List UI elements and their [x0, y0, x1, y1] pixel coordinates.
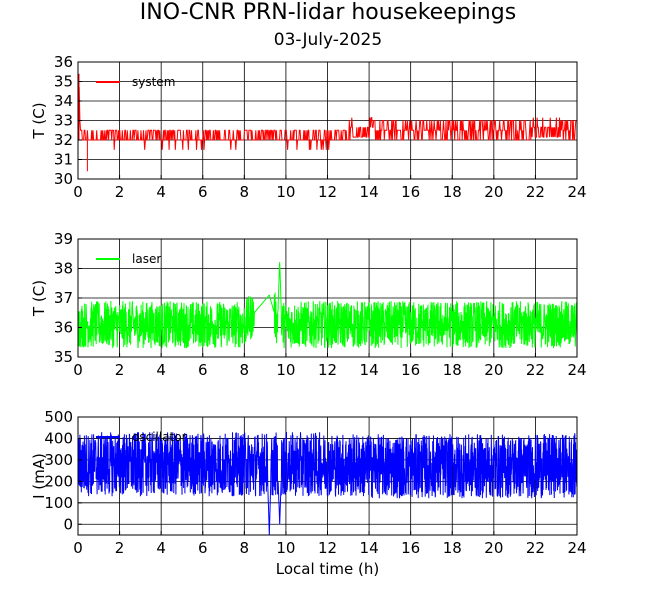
laser-ytick-label: 37	[54, 289, 73, 307]
system-ytick-label: 33	[54, 112, 73, 130]
diode-xtick-label: 8	[240, 539, 250, 557]
laser-xtick-label: 16	[401, 361, 420, 379]
diode-xtick-label: 0	[73, 539, 83, 557]
laser-xtick-label: 12	[318, 361, 337, 379]
system-line	[78, 73, 577, 172]
laser-xtick-label: 8	[240, 361, 250, 379]
laser-xtick-label: 10	[276, 361, 295, 379]
diode-xtick-label: 6	[198, 539, 208, 557]
system-xtick-label: 20	[484, 183, 503, 201]
system-ytick-label: 35	[54, 73, 73, 91]
diode-xtick-label: 22	[526, 539, 545, 557]
diode-xtick-label: 2	[115, 539, 125, 557]
laser-legend-label: laser	[132, 252, 161, 266]
laser-xtick-label: 14	[360, 361, 379, 379]
system-ytick-label: 31	[54, 151, 73, 169]
laser-xtick-label: 6	[198, 361, 208, 379]
oscillator-legend: oscillator	[96, 430, 187, 444]
system-ylabel: T (C)	[30, 102, 48, 139]
laser-series	[78, 262, 577, 349]
diode-ytick-label: 0	[63, 515, 73, 533]
system-ytick-label: 32	[54, 131, 73, 149]
diode-xtick-label: 16	[401, 539, 420, 557]
system-xtick-label: 8	[240, 183, 250, 201]
figure-subtitle: 03-July-2025	[274, 30, 382, 50]
laser-ytick-label: 36	[54, 319, 73, 337]
system-xtick-label: 18	[443, 183, 462, 201]
system-ytick-label: 36	[54, 53, 73, 71]
system-legend: system	[96, 75, 175, 89]
diode-xtick-label: 14	[360, 539, 379, 557]
oscillator-legend-label: oscillator	[132, 430, 187, 444]
laser-xtick-label: 2	[115, 361, 125, 379]
system-xtick-label: 14	[360, 183, 379, 201]
oscillator-series	[78, 431, 577, 535]
diode-xtick-label: 10	[276, 539, 295, 557]
diode-ytick-label: 100	[44, 494, 73, 512]
diode-ytick-label: 200	[44, 472, 73, 490]
laser-line	[78, 262, 577, 349]
diode-xtick-label: 12	[318, 539, 337, 557]
laser-ytick-label: 38	[54, 260, 73, 278]
diode-ytick-label: 500	[44, 408, 73, 426]
laser-xtick-label: 24	[567, 361, 586, 379]
system-xtick-label: 2	[115, 183, 125, 201]
laser-xtick-label: 18	[443, 361, 462, 379]
diode-xtick-label: 24	[567, 539, 586, 557]
laser-legend: laser	[96, 252, 161, 266]
diode-ytick-label: 300	[44, 451, 73, 469]
figure-title: INO-CNR PRN-lidar housekeepings	[140, 0, 516, 25]
system-xtick-label: 6	[198, 183, 208, 201]
system-xtick-label: 24	[567, 183, 586, 201]
diode-xtick-label: 18	[443, 539, 462, 557]
system-series	[78, 73, 577, 172]
diode-xlabel: Local time (h)	[276, 560, 380, 578]
system-xtick-label: 0	[73, 183, 83, 201]
system-ytick-label: 30	[54, 170, 73, 188]
oscillator-line	[78, 431, 577, 535]
laser-ytick-label: 35	[54, 348, 73, 366]
system-xtick-label: 10	[276, 183, 295, 201]
system-legend-label: system	[132, 75, 175, 89]
system-xtick-label: 12	[318, 183, 337, 201]
laser-xtick-label: 22	[526, 361, 545, 379]
system-xtick-label: 16	[401, 183, 420, 201]
diode-xtick-label: 20	[484, 539, 503, 557]
diode-ytick-label: 400	[44, 429, 73, 447]
laser-ylabel: T (C)	[30, 280, 48, 317]
laser-xtick-label: 0	[73, 361, 83, 379]
laser-ytick-label: 39	[54, 230, 73, 248]
diode-xtick-label: 4	[156, 539, 166, 557]
system-xtick-label: 22	[526, 183, 545, 201]
laser-xtick-label: 20	[484, 361, 503, 379]
laser-xtick-label: 4	[156, 361, 166, 379]
system-ytick-label: 34	[54, 92, 73, 110]
diode-ylabel: I (mA)	[30, 453, 48, 499]
system-xtick-label: 4	[156, 183, 166, 201]
